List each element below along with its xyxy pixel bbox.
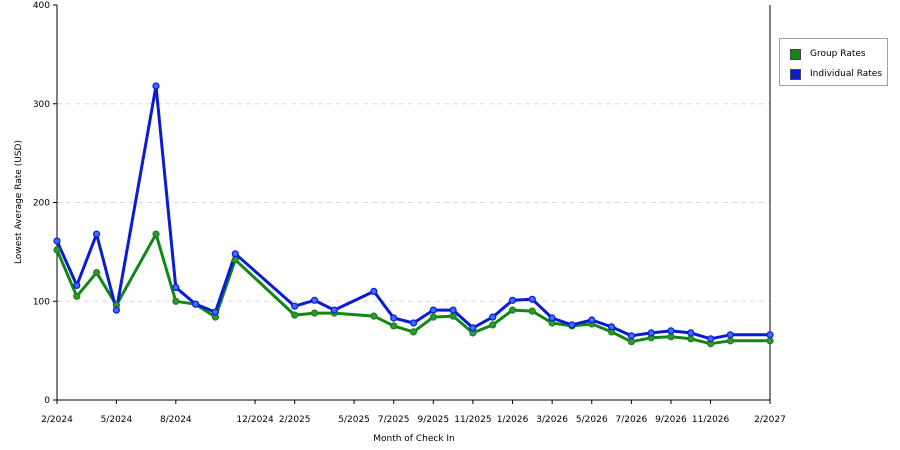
data-point	[53, 237, 61, 245]
data-point	[726, 331, 735, 339]
data-point	[627, 338, 636, 346]
data-point	[687, 329, 695, 337]
data-point	[528, 307, 536, 315]
x-axis-title: Month of Check In	[373, 434, 455, 444]
data-point	[291, 302, 299, 310]
data-point	[53, 246, 61, 254]
y-tick-label: 0	[44, 396, 50, 406]
legend: Group Rates Individual Rates	[779, 38, 888, 86]
data-point	[370, 287, 378, 295]
data-point	[706, 335, 715, 343]
data-point	[92, 269, 101, 277]
data-point	[508, 306, 517, 314]
data-point	[73, 292, 81, 300]
x-tick-label: 12/2024	[236, 415, 274, 425]
data-point	[172, 297, 180, 305]
data-point	[687, 335, 695, 343]
data-point	[211, 308, 219, 316]
legend-swatch-group-rates	[790, 48, 801, 60]
x-tick-label: 9/2026	[655, 415, 687, 425]
data-point	[607, 323, 616, 331]
y-tick-label: 300	[33, 100, 50, 110]
x-tick-label: 2/2025	[279, 415, 311, 425]
x-ticks: 2/2024 5/2024 8/2024 12/2024 2/2025 5/2025 7/2…	[41, 400, 786, 425]
data-point	[548, 314, 556, 322]
y-tick-label: 200	[33, 199, 50, 209]
data-point	[528, 295, 536, 303]
data-point	[390, 314, 398, 322]
data-point	[667, 327, 675, 335]
data-point	[92, 230, 101, 238]
data-point	[192, 300, 200, 308]
data-point	[469, 324, 477, 332]
x-tick-label: 5/2024	[101, 415, 133, 425]
data-point	[449, 306, 457, 314]
series	[53, 82, 774, 348]
x-tick-label: 7/2026	[616, 415, 648, 425]
data-point	[647, 329, 655, 337]
data-point	[726, 337, 735, 345]
data-point	[330, 306, 338, 314]
y-tick-label: 400	[33, 1, 50, 11]
x-tick-label: 2/2024	[41, 415, 73, 425]
data-point	[568, 321, 576, 329]
data-point	[766, 337, 774, 345]
data-point	[627, 332, 636, 340]
data-point	[112, 306, 121, 314]
y-axis-title: Lowest Average Rate (USD)	[14, 140, 24, 264]
grid-lines	[57, 103, 770, 302]
data-point	[429, 306, 437, 314]
data-point	[73, 281, 81, 289]
data-point	[390, 322, 398, 330]
data-point	[231, 250, 239, 258]
data-point	[667, 333, 675, 341]
legend-swatch-individual-rates	[790, 68, 801, 80]
data-point	[310, 296, 319, 304]
x-tick-label: 5/2026	[576, 415, 608, 425]
data-point	[489, 313, 497, 321]
y-ticks: 0 100 200 300 400	[33, 1, 57, 406]
series-line-0	[55, 232, 770, 346]
legend-label-group-rates: Group Rates	[810, 49, 866, 59]
data-point	[291, 311, 299, 319]
data-point	[449, 312, 457, 320]
x-tick-label: 5/2025	[338, 415, 370, 425]
x-tick-label: 8/2024	[160, 415, 192, 425]
legend-label-individual-rates: Individual Rates	[810, 69, 883, 79]
legend-item-group-rates: Group Rates	[790, 48, 866, 60]
data-point	[409, 319, 418, 327]
data-point	[588, 316, 596, 324]
data-point	[370, 312, 378, 320]
x-tick-label: 1/2026	[497, 415, 529, 425]
data-point	[429, 313, 437, 321]
data-point	[409, 328, 418, 336]
data-point	[766, 331, 774, 339]
data-point	[508, 296, 517, 304]
y-tick-label: 100	[33, 297, 50, 307]
data-point	[310, 309, 319, 317]
data-point	[152, 230, 160, 238]
x-tick-label: 3/2026	[536, 415, 568, 425]
data-point	[172, 283, 180, 291]
x-tick-label: 9/2025	[417, 415, 449, 425]
data-point	[489, 321, 497, 329]
x-tick-label: 11/2025	[454, 415, 491, 425]
x-tick-label: 11/2026	[692, 415, 730, 425]
data-point	[231, 256, 239, 264]
x-tick-label: 2/2027	[754, 415, 786, 425]
legend-item-individual-rates: Individual Rates	[790, 68, 882, 80]
x-tick-label: 7/2025	[378, 415, 410, 425]
data-point	[152, 82, 160, 90]
